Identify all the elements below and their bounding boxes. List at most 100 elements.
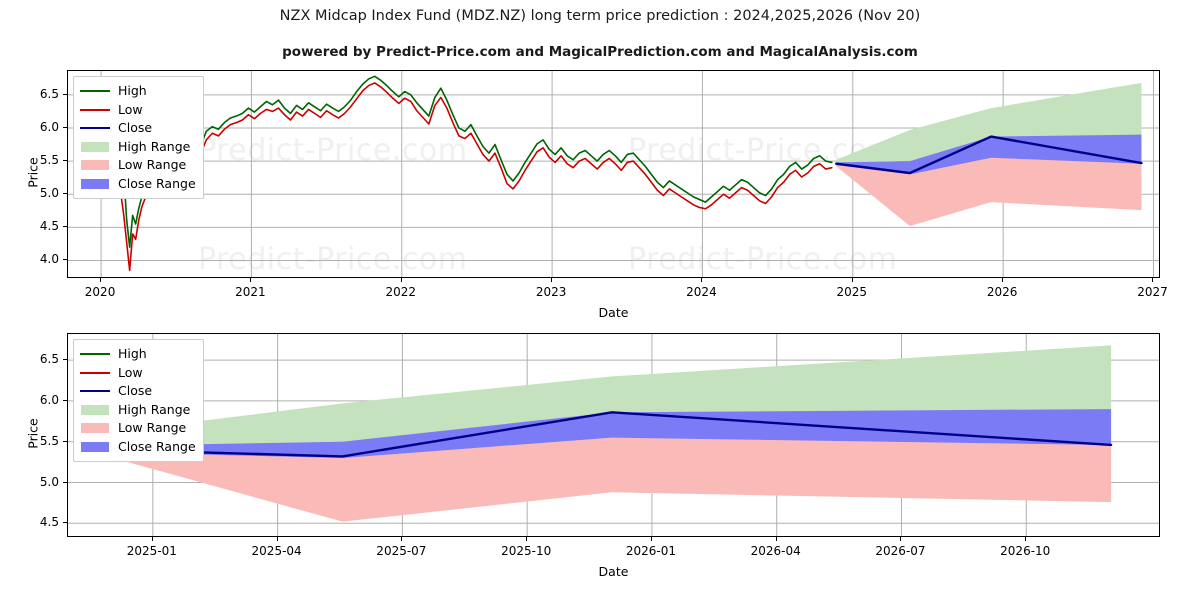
x-tickmark [276,537,278,541]
plot-canvas-bottom [68,334,1159,536]
legend-item-label: High [118,83,147,99]
y-tickmark [63,481,67,483]
legend-bottom[interactable]: High Low Close High Range Low Range Close Ran… [73,339,204,462]
legend-swatch-icon [80,384,110,398]
legend-item-high-range[interactable]: High Range [80,401,196,420]
y-tick-label: 4.5 [39,515,59,530]
y-tick-label: 4.5 [39,219,59,234]
x-tickmark [1025,537,1027,541]
y-tick-label: 5.5 [39,153,59,168]
series-close-forecast [835,135,1143,175]
legend-swatch-icon [80,84,110,98]
y-tick-label: 5.5 [39,433,59,448]
x-tick-label: 2022 [385,285,417,299]
legend-item-low[interactable]: Low [80,364,196,383]
legend-item-label: Low Range [118,420,187,436]
page-title: NZX Midcap Index Fund (MDZ.NZ) long term… [279,8,921,24]
legend-item-label: High [118,346,147,362]
legend-swatch-icon [80,158,110,172]
x-tick-label: 2025-10 [501,544,552,558]
legend-item-label: Low [118,101,143,117]
legend-swatch-icon [80,177,110,191]
legend-item-high[interactable]: High [80,82,196,101]
legend-item-high[interactable]: High [80,345,196,364]
y-tickmark [63,226,67,228]
plot-canvas-top [68,71,1159,277]
legend-item-label: Close [118,120,153,136]
legend-item-close-range[interactable]: Close Range [80,175,196,194]
band-close-range [112,409,1112,459]
x-tickmark [650,537,652,541]
x-tickmark [701,278,703,282]
x-tick-label: 2026 [986,285,1018,299]
legend-item-label: Low Range [118,157,187,173]
legend-item-low-range[interactable]: Low Range [80,156,196,175]
band-high-range [112,345,1112,449]
legend-top[interactable]: High Low Close High Range Low Range Close Ran… [73,76,204,199]
x-tickmark [151,537,153,541]
legend-item-label: Close Range [118,175,196,191]
x-tick-label: 2026-01 [625,544,676,558]
page-subtitle: powered by Predict-Price.com and Magical… [282,44,918,60]
y-tickmark [63,440,67,442]
band-low-range [836,157,1142,227]
series-close-forecast [111,411,1113,458]
x-tick-label: 2026-07 [875,544,926,558]
y-axis-label: Price [25,418,41,449]
y-tickmark [63,522,67,524]
y-tick-label: 5.0 [39,186,59,201]
x-tick-label: 2027 [1137,285,1168,299]
x-tickmark [1002,278,1004,282]
x-tickmark [401,537,403,541]
y-tickmark [63,126,67,128]
x-tickmark [250,278,252,282]
x-tickmark [775,537,777,541]
x-tick-label: 2020 [84,285,116,299]
x-axis-label: Date [598,564,629,579]
x-tick-label: 2025 [836,285,868,299]
x-tickmark [526,537,528,541]
x-tick-label: 2023 [535,285,567,299]
legend-swatch-icon [80,347,110,361]
legend-swatch-icon [80,366,110,380]
y-tick-label: 5.0 [39,474,59,489]
legend-item-label: Close [118,383,153,399]
band-high-range [836,82,1142,164]
legend-item-close[interactable]: Close [80,119,196,138]
y-tickmark [63,193,67,195]
y-tick-label: 4.0 [39,252,59,267]
band-low-range [112,437,1112,522]
legend-swatch-icon [80,421,110,435]
legend-swatch-icon [80,440,110,454]
x-tick-label: 2025-01 [126,544,177,558]
y-tickmark [63,93,67,95]
x-tick-label: 2026-04 [750,544,801,558]
x-axis-label: Date [598,305,629,320]
legend-swatch-icon [80,103,110,117]
legend-item-label: High Range [118,401,191,417]
x-tick-label: 2026-10 [1000,544,1051,558]
legend-item-high-range[interactable]: High Range [80,138,196,157]
legend-item-close[interactable]: Close [80,382,196,401]
legend-item-label: High Range [118,138,191,154]
y-tick-label: 6.5 [39,352,59,367]
x-tick-label: 2024 [686,285,717,299]
y-tickmark [63,160,67,162]
x-tickmark [900,537,902,541]
y-tickmark [63,259,67,261]
x-tickmark [400,278,402,282]
y-tickmark [63,399,67,401]
x-tick-label: 2025-07 [376,544,427,558]
legend-item-label: Low [118,364,143,380]
legend-item-low[interactable]: Low [80,101,196,120]
y-tick-label: 6.0 [39,392,59,407]
legend-swatch-icon [80,140,110,154]
legend-item-low-range[interactable]: Low Range [80,419,196,438]
legend-swatch-icon [80,121,110,135]
y-tick-label: 6.0 [39,119,59,134]
x-tick-label: 2025-04 [251,544,302,558]
legend-item-close-range[interactable]: Close Range [80,438,196,457]
y-tickmark [63,359,67,361]
